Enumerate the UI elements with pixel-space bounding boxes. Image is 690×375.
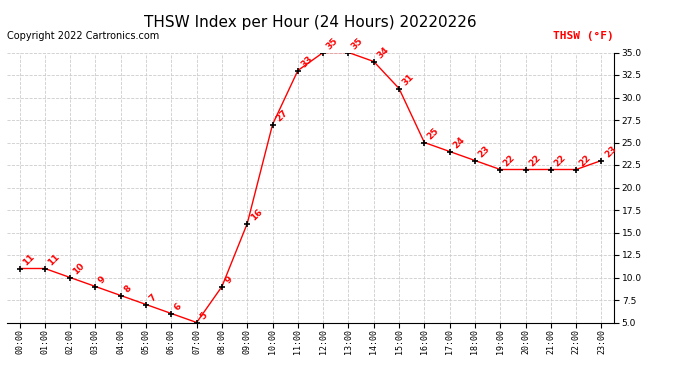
Text: 27: 27	[274, 108, 289, 123]
Text: 8: 8	[122, 284, 133, 294]
Text: 24: 24	[451, 135, 466, 150]
Text: 9: 9	[97, 274, 108, 285]
Text: 23: 23	[603, 144, 618, 159]
Text: 16: 16	[248, 207, 264, 222]
Text: 5: 5	[198, 310, 209, 321]
Text: THSW Index per Hour (24 Hours) 20220226: THSW Index per Hour (24 Hours) 20220226	[144, 15, 477, 30]
Text: 33: 33	[299, 54, 315, 69]
Text: 11: 11	[21, 252, 36, 267]
Text: 11: 11	[46, 252, 61, 267]
Text: Copyright 2022 Cartronics.com: Copyright 2022 Cartronics.com	[7, 31, 159, 41]
Text: THSW (°F): THSW (°F)	[553, 31, 614, 41]
Text: 35: 35	[324, 36, 339, 51]
Text: 31: 31	[400, 72, 415, 87]
Text: 22: 22	[578, 153, 593, 168]
Text: 22: 22	[502, 153, 517, 168]
Text: 35: 35	[350, 36, 365, 51]
Text: 7: 7	[148, 292, 158, 303]
Text: 6: 6	[172, 302, 184, 312]
Text: 10: 10	[72, 261, 87, 276]
Text: 25: 25	[426, 126, 441, 141]
Text: 22: 22	[552, 153, 567, 168]
Text: 9: 9	[224, 274, 234, 285]
Text: 34: 34	[375, 45, 391, 60]
Text: 23: 23	[476, 144, 491, 159]
Text: 22: 22	[527, 153, 542, 168]
